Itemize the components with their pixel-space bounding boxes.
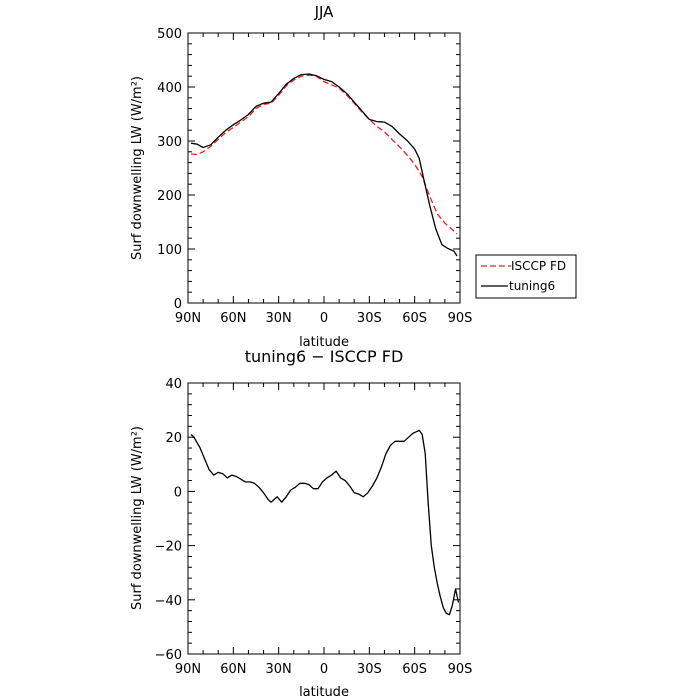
top-y-tick-labels: 0 100 200 300 400 500	[157, 27, 182, 312]
bottom-x-tick-label: 60N	[220, 662, 246, 677]
bottom-x-tick-label: 30S	[357, 662, 382, 677]
top-series-isccp-fd-line	[190, 74, 458, 235]
bottom-y-tick-label: −20	[155, 540, 182, 555]
bottom-y-tick-label: 40	[165, 377, 182, 392]
legend: ISCCP FD tuning6	[475, 254, 577, 299]
bottom-series-lines	[190, 429, 460, 616]
top-x-axis-label: latitude	[299, 335, 349, 350]
bottom-tick-marks	[187, 382, 461, 655]
top-y-tick-label: 0	[174, 297, 182, 312]
top-x-tick-labels: 90N 60N 30N 0 30S 60S 90S	[175, 311, 473, 326]
top-y-tick-label: 300	[157, 135, 182, 150]
top-series-lines	[190, 73, 458, 257]
bottom-x-axis-label: latitude	[299, 685, 349, 700]
top-x-tick-label: 30N	[266, 311, 292, 326]
top-panel: JJA 0 100 200 300 400 500 90N 60N 30N 0 30S 60S 90S…	[130, 3, 577, 350]
bottom-y-tick-label: 20	[165, 431, 182, 446]
bottom-y-axis-label: Surf downwelling LW (W/m²)	[130, 426, 145, 610]
legend-box	[475, 254, 577, 299]
bottom-series-tuning6-isccp-fd-line	[190, 429, 460, 616]
legend-label-tuning6: tuning6	[509, 279, 555, 293]
top-tick-marks	[187, 32, 461, 304]
top-y-axis-label: Surf downwelling LW (W/m²)	[130, 76, 145, 260]
bottom-x-tick-labels: 90N 60N 30N 0 30S 60S 90S	[175, 662, 473, 677]
top-plot-frame	[187, 32, 461, 304]
bottom-chart-title: tuning6 − ISCCP FD	[245, 347, 404, 366]
top-x-tick-label: 90N	[175, 311, 201, 326]
bottom-y-tick-label: 0	[174, 485, 182, 500]
top-x-tick-label: 60S	[402, 311, 427, 326]
bottom-y-tick-label: −60	[155, 648, 182, 663]
top-y-tick-label: 400	[157, 81, 182, 96]
top-y-tick-label: 100	[157, 243, 182, 258]
bottom-x-tick-label: 90S	[448, 662, 473, 677]
top-x-tick-label: 30S	[357, 311, 382, 326]
top-series-tuning6-line	[190, 73, 458, 257]
top-x-tick-label: 60N	[220, 311, 246, 326]
top-y-tick-label: 200	[157, 189, 182, 204]
bottom-x-tick-label: 60S	[402, 662, 427, 677]
top-x-tick-label: 90S	[448, 311, 473, 326]
bottom-x-tick-label: 30N	[266, 662, 292, 677]
bottom-y-tick-labels: −60 −40 −20 0 20 40	[155, 377, 182, 663]
bottom-plot-frame	[187, 382, 461, 655]
bottom-panel: tuning6 − ISCCP FD −60 −40 −20 0 20 40 90N 60N…	[130, 347, 472, 700]
top-x-tick-label: 0	[320, 311, 328, 326]
bottom-x-tick-label: 90N	[175, 662, 201, 677]
bottom-x-tick-label: 0	[320, 662, 328, 677]
bottom-y-tick-label: −40	[155, 594, 182, 609]
top-chart-title: JJA	[314, 3, 335, 21]
top-y-tick-label: 500	[157, 27, 182, 42]
legend-label-isccp: ISCCP FD	[511, 259, 566, 273]
